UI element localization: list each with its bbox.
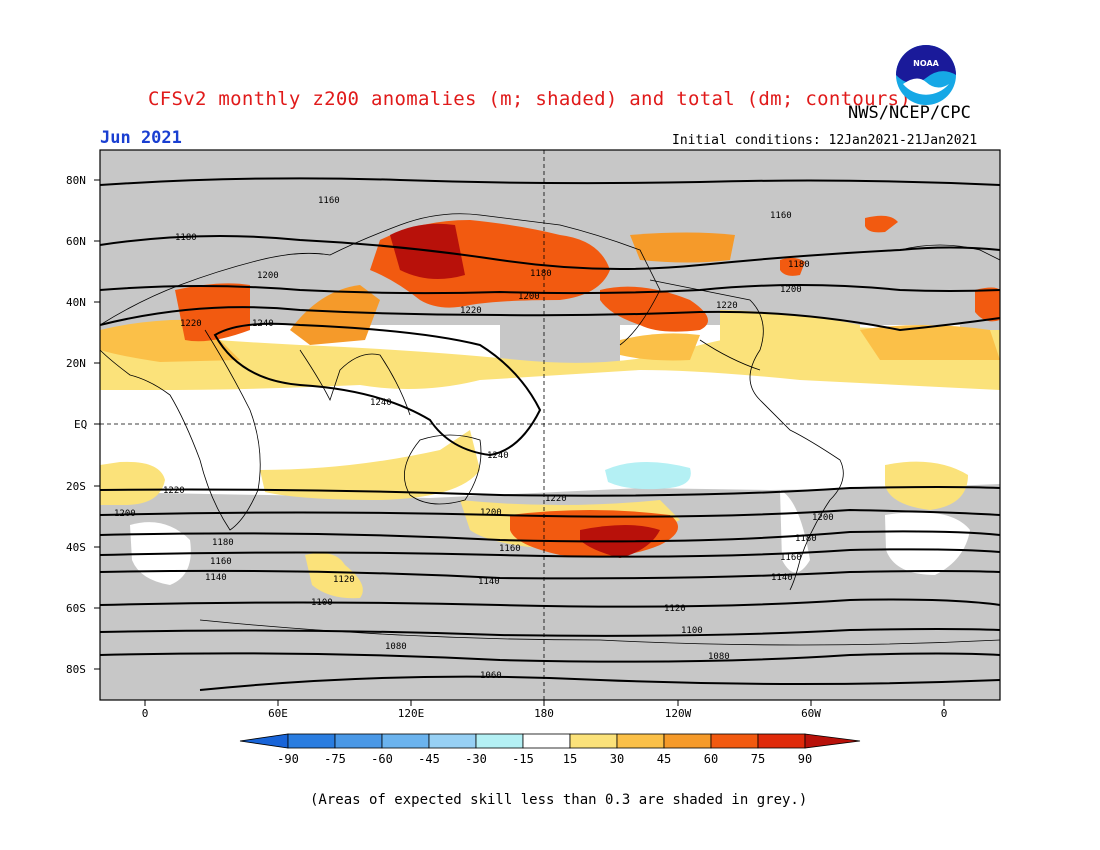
colorbar-tick: -45	[418, 752, 440, 766]
contour-label: 1200	[257, 271, 279, 281]
contour-label: 1160	[210, 557, 232, 567]
colorbar-tick: 30	[610, 752, 624, 766]
contour-label: 1080	[385, 642, 407, 652]
lat-label: 80S	[66, 663, 86, 676]
contour-label: 1180	[795, 534, 817, 544]
colorbar-swatch	[475, 733, 524, 749]
contour-label: 1080	[708, 652, 730, 662]
contour-label: 1200	[480, 508, 502, 518]
colorbar-tick: 75	[751, 752, 765, 766]
contour-label: 1240	[370, 398, 392, 408]
colorbar	[239, 733, 861, 749]
colorbar-tick: 60	[704, 752, 718, 766]
colorbar-tick: -60	[371, 752, 393, 766]
colorbar-ticks: -90 -75 -60 -45 -30 -15 15 30 45 60 75 9…	[277, 752, 812, 766]
lat-label: 80N	[66, 174, 86, 187]
contour-label: 1100	[311, 598, 333, 608]
lat-label: 60N	[66, 235, 86, 248]
footnote: (Areas of expected skill less than 0.3 a…	[310, 792, 808, 808]
colorbar-swatch	[757, 733, 806, 749]
initial-conditions-label: Initial conditions: 12Jan2021-21Jan2021	[672, 133, 978, 148]
contour-label: 1140	[478, 577, 500, 587]
contour-label: 1200	[812, 513, 834, 523]
contour-label: 1220	[163, 486, 185, 496]
colorbar-tick: 90	[798, 752, 812, 766]
lat-label: EQ	[74, 418, 87, 431]
lon-label: 0	[941, 707, 948, 720]
contour-label: 1220	[545, 494, 567, 504]
contour-label: 1180	[788, 260, 810, 270]
anomaly-negative	[605, 461, 691, 490]
colorbar-tick: -30	[465, 752, 487, 766]
colorbar-swatch	[663, 733, 712, 749]
lat-label: 20S	[66, 480, 86, 493]
lon-label: 180	[534, 707, 554, 720]
contour-label: 1160	[780, 553, 802, 563]
colorbar-swatch	[616, 733, 665, 749]
contour-label: 1160	[770, 211, 792, 221]
contour-label: 1160	[499, 544, 521, 554]
colorbar-swatch	[334, 733, 383, 749]
colorbar-swatch	[287, 733, 336, 749]
contour-label: 1180	[175, 233, 197, 243]
lat-label: 20N	[66, 357, 86, 370]
map-frame	[99, 149, 1001, 701]
colorbar-right-arrow	[804, 733, 861, 749]
contour-label: 1060	[480, 671, 502, 681]
logo-text: NOAA	[913, 59, 939, 68]
colorbar-left-arrow	[239, 733, 289, 749]
colorbar-tick: -90	[277, 752, 299, 766]
contour-label: 1180	[212, 538, 234, 548]
lat-label: 60S	[66, 602, 86, 615]
lon-label: 120W	[665, 707, 692, 720]
valid-month-label: Jun 2021	[100, 128, 182, 148]
contour-label: 1220	[460, 306, 482, 316]
map-title: CFSv2 monthly z200 anomalies (m; shaded)…	[148, 88, 912, 110]
longitude-axis: 0 60E 120E 180 120W 60W 0	[142, 700, 948, 720]
contour-label: 1240	[487, 451, 509, 461]
contour-label: 1200	[780, 285, 802, 295]
colorbar-tick: -15	[512, 752, 534, 766]
lon-label: 120E	[398, 707, 425, 720]
contour-label: 1160	[318, 196, 340, 206]
colorbar-swatch	[522, 733, 571, 749]
colorbar-tick: 15	[563, 752, 577, 766]
contour-label: 1220	[180, 319, 202, 329]
latitude-axis: 80N 60N 40N 20N EQ 20S 40S 60S 80S	[66, 174, 100, 676]
contour-label: 1200	[518, 292, 540, 302]
colorbar-swatch	[381, 733, 430, 749]
contour-label: 1140	[205, 573, 227, 583]
colorbar-tick: 45	[657, 752, 671, 766]
colorbar-swatch	[710, 733, 759, 749]
noaa-logo: NOAA	[896, 45, 956, 105]
contour-label-group: 1160 1160 1180 1180 1180 1200 1200 1200 …	[114, 196, 834, 681]
lat-label: 40N	[66, 296, 86, 309]
organization-label: NWS/NCEP/CPC	[848, 103, 971, 123]
contour-label: 1100	[681, 626, 703, 636]
colorbar-swatch	[428, 733, 477, 749]
contour-label: 1240	[252, 319, 274, 329]
contour-label: 1180	[530, 269, 552, 279]
contour-label: 1140	[771, 573, 793, 583]
contour-label: 1220	[716, 301, 738, 311]
contour-label: 1120	[664, 604, 686, 614]
lon-label: 60W	[801, 707, 821, 720]
colorbar-swatch	[569, 733, 618, 749]
lat-label: 40S	[66, 541, 86, 554]
contour-label: 1120	[333, 575, 355, 585]
lon-label: 60E	[268, 707, 288, 720]
contour-label: 1200	[114, 509, 136, 519]
lon-label: 0	[142, 707, 149, 720]
height-contours	[99, 177, 1001, 691]
skill-gaps	[130, 490, 970, 585]
colorbar-tick: -75	[324, 752, 346, 766]
